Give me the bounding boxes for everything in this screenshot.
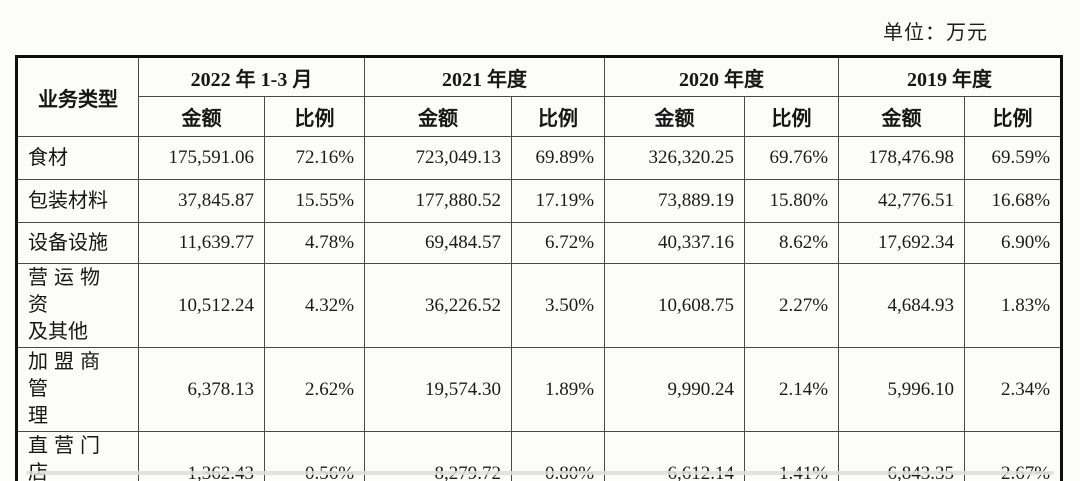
amount-cell: 69,484.57	[364, 222, 513, 264]
ratio-cell: 4.32%	[263, 263, 366, 348]
amount-cell: 175,591.06	[138, 136, 265, 180]
amount-cell: 4,684.93	[838, 263, 966, 348]
amount-cell: 326,320.25	[604, 136, 746, 180]
period-header-2019: 2019 年度	[838, 56, 1063, 97]
ratio-cell: 4.78%	[263, 222, 366, 264]
amount-cell: 17,692.34	[838, 222, 966, 264]
amount-cell: 36,226.52	[364, 263, 513, 348]
ratio-cell: 69.59%	[964, 136, 1063, 180]
column-header-business-type: 业务类型	[16, 56, 139, 137]
amount-cell: 42,776.51	[838, 179, 966, 223]
row-label: 食材	[16, 136, 139, 180]
ratio-cell: 6.90%	[964, 222, 1063, 264]
ratio-header-2019: 比例	[964, 96, 1063, 137]
row-label: 营运物资 及其他	[16, 263, 139, 348]
unit-label: 单位：万元	[883, 22, 988, 44]
amount-cell: 37,845.87	[138, 179, 265, 223]
amount-cell: 19,574.30	[364, 347, 513, 432]
row-label: 包装材料	[16, 179, 139, 223]
table-row-equipment-facilities: 设备设施 11,639.77 4.78% 69,484.57 6.72% 40,…	[16, 222, 1063, 264]
row-label: 设备设施	[16, 222, 139, 264]
amount-header-2020: 金额	[604, 96, 746, 137]
ratio-cell: 3.50%	[511, 263, 606, 348]
ratio-cell: 15.55%	[263, 179, 366, 223]
ratio-cell: 72.16%	[263, 136, 366, 180]
amount-cell: 73,889.19	[604, 179, 746, 223]
ratio-header-2020: 比例	[744, 96, 840, 137]
ratio-header-2021: 比例	[511, 96, 606, 137]
amount-cell: 5,996.10	[838, 347, 966, 432]
amount-cell: 723,049.13	[364, 136, 513, 180]
ratio-cell: 17.19%	[511, 179, 606, 223]
header-row-subheaders: 金额 比例 金额 比例 金额 比例 金额 比例	[17, 96, 1063, 137]
amount-header-2019: 金额	[838, 96, 966, 137]
amount-cell: 177,880.52	[364, 179, 513, 223]
ratio-cell: 15.80%	[744, 179, 840, 223]
ratio-cell: 2.34%	[964, 347, 1063, 432]
table-row-franchisee-management: 加盟商管 理 6,378.13 2.62% 19,574.30 1.89% 9,…	[16, 347, 1063, 432]
amount-cell: 40,337.16	[604, 222, 746, 264]
amount-cell: 9,990.24	[604, 347, 746, 432]
ratio-cell: 1.83%	[964, 263, 1063, 348]
amount-cell: 6,378.13	[138, 347, 265, 432]
ratio-cell: 8.62%	[744, 222, 840, 264]
amount-cell: 10,608.75	[604, 263, 746, 348]
table-row-operating-supplies: 营运物资 及其他 10,512.24 4.32% 36,226.52 3.50%…	[16, 263, 1063, 348]
amount-header-2022: 金额	[138, 96, 265, 137]
ratio-cell: 6.72%	[511, 222, 606, 264]
scan-artifact-line	[26, 471, 1054, 475]
header-row-periods: 业务类型 2022 年 1-3 月 2021 年度 2020 年度 2019 年…	[16, 56, 1063, 137]
ratio-cell: 16.68%	[964, 179, 1063, 223]
ratio-cell: 2.27%	[744, 263, 840, 348]
ratio-cell: 69.89%	[511, 136, 606, 180]
table-row-packaging-materials: 包装材料 37,845.87 15.55% 177,880.52 17.19% …	[16, 179, 1063, 223]
ratio-cell: 1.89%	[511, 347, 606, 432]
amount-cell: 10,512.24	[138, 263, 265, 348]
period-header-2022: 2022 年 1-3 月	[137, 56, 366, 97]
period-header-2021: 2021 年度	[364, 56, 606, 97]
ratio-header-2022: 比例	[263, 96, 366, 137]
ratio-cell: 2.62%	[263, 347, 366, 432]
business-type-breakdown-table: 业务类型 2022 年 1-3 月 2021 年度 2020 年度 2019 年…	[15, 55, 1064, 481]
row-label: 加盟商管 理	[16, 347, 139, 432]
ratio-cell: 69.76%	[744, 136, 840, 180]
amount-cell: 178,476.98	[838, 136, 966, 180]
ratio-cell: 2.14%	[744, 347, 840, 432]
amount-header-2021: 金额	[364, 96, 513, 137]
amount-cell: 11,639.77	[138, 222, 265, 264]
period-header-2020: 2020 年度	[604, 56, 840, 97]
table-row-food-materials: 食材 175,591.06 72.16% 723,049.13 69.89% 3…	[16, 136, 1063, 180]
